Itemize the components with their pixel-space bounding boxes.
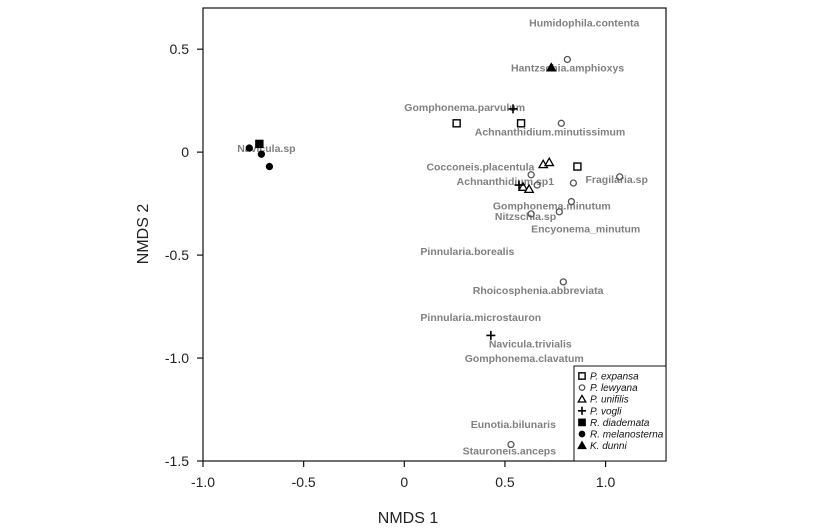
species-label: Gomphonema.clavatum: [465, 353, 584, 365]
axis-tick-labels: -1.0 -0.5 0 0.5 1.00.50-0.5-1.0-1.5: [165, 41, 616, 490]
point-p-lewyana: [559, 278, 567, 286]
x-axis-title: NMDS 1: [378, 510, 439, 527]
y-tick-label: -1.5: [165, 453, 189, 469]
point-p-vogli: [514, 180, 524, 190]
point-k-dunni: [545, 62, 557, 72]
point-r-melanosterna: [245, 144, 253, 152]
point-p-unifilis: [523, 183, 535, 194]
legend-box: [573, 365, 667, 462]
point-p-lewyana: [507, 440, 515, 449]
x-tick-label: 0: [400, 474, 408, 490]
point-p-lewyana: [567, 197, 576, 206]
y-tick-label: -0.5: [165, 247, 189, 263]
legend-label: K. dunni: [590, 441, 627, 452]
y-tick-label: -1.0: [165, 350, 189, 366]
species-label: Encyonema_minutum: [531, 223, 640, 235]
legend-marker: [578, 384, 586, 391]
point-p-vogli: [486, 330, 496, 340]
legend-label: P. expansa: [590, 372, 639, 383]
species-label: Navicula.trivialis: [489, 339, 572, 351]
point-p-lewyana: [616, 173, 624, 181]
point-p-unifilis: [543, 156, 555, 167]
y-tick-label: 0.5: [170, 41, 190, 57]
legend-marker: [578, 418, 586, 427]
point-r-diademata: [255, 139, 264, 149]
species-label: Rhoicosphenia.abbreviata: [473, 285, 604, 297]
point-p-lewyana: [555, 208, 563, 216]
legend-marker: [578, 430, 586, 438]
legend-marker: [577, 394, 587, 403]
species-label: Humidophila.contenta: [529, 17, 639, 29]
legend-marker: [578, 372, 586, 380]
legend-label: P. unifilis: [590, 395, 629, 406]
point-p-lewyana: [569, 179, 578, 187]
species-label: Nitzschia.sp: [495, 211, 556, 223]
x-tick-label: -1.0: [191, 474, 215, 490]
species-label: Gomphonema.parvulum: [404, 102, 525, 114]
species-label: Achnanthidium.minutissimum: [475, 127, 626, 139]
x-tick-label: 0.5: [495, 474, 515, 490]
species-label: Fragilaria.sp: [585, 174, 647, 186]
point-p-unifilis: [517, 181, 529, 191]
point-p-vogli: [508, 104, 518, 114]
data-points: [245, 55, 624, 449]
legend-label: R. melanosterna: [590, 430, 664, 441]
species-labels: Humidophila.contenta Hantzschia.amphioxys…: [237, 17, 648, 457]
x-tick-label: -0.5: [292, 474, 316, 490]
point-p-lewyana: [527, 171, 535, 179]
species-label: Gomphonema.minutum: [493, 201, 611, 213]
point-p-lewyana: [557, 119, 565, 127]
point-r-melanosterna: [257, 150, 266, 158]
species-label: Eunotia.bilunaris: [471, 419, 556, 431]
plot-area-frame: [202, 7, 667, 462]
legend-marker: [577, 406, 587, 415]
legend-label: P. lewyana: [590, 383, 638, 394]
point-p-lewyana: [533, 181, 541, 189]
x-tick-label: 1.0: [596, 474, 616, 490]
point-p-expansa: [452, 119, 461, 128]
point-p-lewyana: [527, 210, 535, 218]
species-label: Pinnularia.microstauron: [420, 312, 541, 324]
axis-ticks: [197, 48, 607, 467]
species-label: Pinnularia.borealis: [420, 246, 514, 258]
point-p-lewyana: [563, 55, 572, 64]
species-label: Stauroneis.anceps: [463, 446, 557, 458]
legend-label: R. diademata: [590, 418, 650, 429]
legend-label: P. vogli: [590, 406, 622, 417]
point-p-expansa: [516, 119, 526, 128]
point-r-melanosterna: [265, 162, 274, 171]
species-label: Cocconeis.placentula: [426, 162, 534, 174]
legend-marker: [577, 440, 587, 450]
species-label: Hantzschia.amphioxys: [511, 63, 624, 75]
y-axis-title: NMDS 2: [135, 204, 152, 265]
point-p-expansa: [573, 162, 582, 171]
y-tick-label: 0: [181, 144, 189, 160]
